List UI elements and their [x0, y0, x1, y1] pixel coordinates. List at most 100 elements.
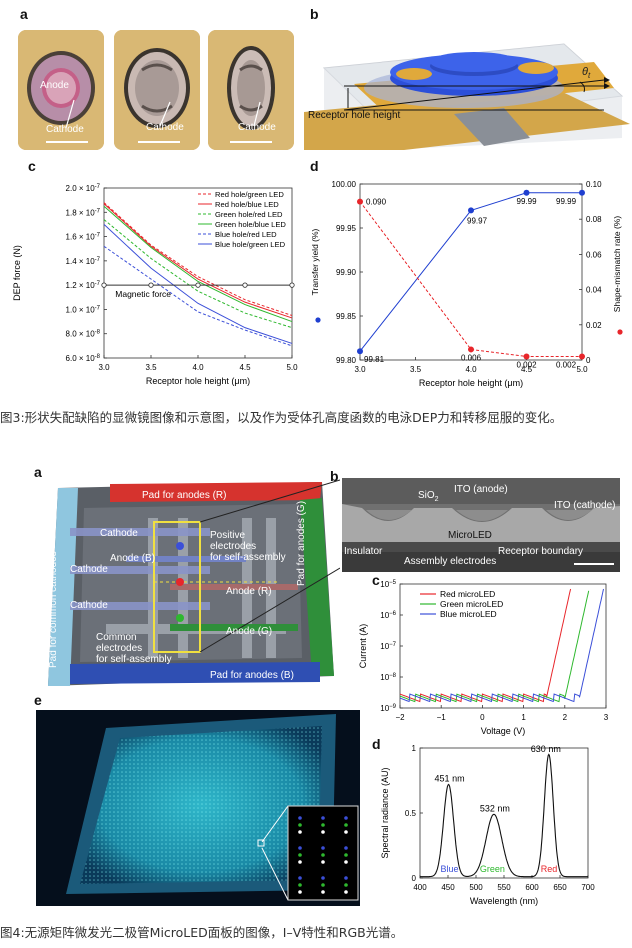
fig4c-y-tick-label-4: 10−9	[380, 704, 396, 713]
cathode-1: Cathode	[100, 528, 138, 539]
cathode-2: Cathode	[70, 564, 108, 575]
fig4-caption: 图4:无源矩阵微发光二极管MicroLED面板的图像，I–V特性和RGB光谱。	[0, 925, 404, 940]
fig3c-x-tick-label-1: 3.5	[145, 363, 157, 372]
fig3c-legend-label-3: Green hole/blue LED	[215, 220, 286, 229]
fig4c-x-tick-label-2: 0	[480, 713, 485, 722]
inset-pixel-blue	[298, 816, 302, 820]
fig3d-x-tick-label-3: 4.5	[521, 365, 533, 374]
fig3d-point-0-3	[579, 189, 585, 196]
fig3c-legend-label-1: Red hole/blue LED	[215, 200, 279, 209]
anode-r: Anode (R)	[226, 586, 272, 597]
cathode-label-3: Cathode	[238, 122, 276, 133]
fig3d-ylabel-marker	[315, 317, 321, 323]
fig3d-point-1-0	[357, 198, 363, 205]
fig3c-magnetic-point	[101, 282, 107, 288]
fig4d-x-tick-label-5: 650	[553, 883, 567, 892]
fig3c-legend-label-4: Blue hole/red LED	[215, 230, 277, 239]
fig3c-ylabel: DEP force (N)	[12, 245, 22, 301]
pixel-zoom-inset	[298, 816, 348, 894]
fig3c-y-tick-label-3: 1.2 × 10-7	[66, 281, 101, 290]
fig3d-x-tick-label-2: 4.0	[465, 365, 477, 374]
fig3c-y-tick-label-7: 2.0 × 10-7	[66, 184, 101, 193]
inset-pixel-blue	[298, 846, 302, 850]
fig3c-series-line-3	[103, 205, 293, 323]
inset-pixel-green	[321, 823, 325, 827]
fig3d-y2label: Shape-mismatch rate (%)	[612, 216, 622, 313]
fig3-panel-b-label: b	[310, 6, 319, 22]
fig3c-y-tick-label-5: 1.6 × 10-7	[66, 233, 101, 242]
inset-pixel-white	[344, 830, 348, 834]
fig3c-x-tick-label-2: 4.0	[192, 363, 204, 372]
fig3c-magnetic-point	[242, 282, 248, 288]
fig3d-data-label-1-3: 0.002	[556, 360, 577, 369]
micrograph-3: Cathode	[208, 30, 294, 150]
fig4c-x-tick-label-4: 2	[563, 713, 568, 722]
anode-label: Anode	[40, 80, 69, 91]
fig3c-xlabel: Receptor hole height (μm)	[146, 376, 250, 386]
fig4d-x-tick-label-3: 550	[497, 883, 511, 892]
fig3c-series-line-4	[103, 245, 293, 347]
pad-common-cathodes: Pad for common cathodes	[48, 551, 59, 668]
fig4d-y-tick-label-1: 0.5	[405, 809, 417, 818]
fig4d-x-tick-label-1: 450	[441, 883, 455, 892]
fig4d-color-label-1: Green	[480, 864, 505, 874]
fig3d-xlabel: Receptor hole height (μm)	[419, 378, 523, 388]
fig4-panel-photo	[36, 710, 360, 906]
fig3c-y-tick-label-1: 8.0 × 10-8	[66, 330, 101, 339]
inset-pixel-green	[321, 853, 325, 857]
fig3d-ylabel: Transfer yield (%)	[310, 228, 320, 295]
fig3d-series-line-1	[359, 201, 582, 357]
fig4d-ylabel: Spectral radiance (AU)	[380, 767, 390, 858]
fig3-panel-c-label: c	[28, 158, 36, 174]
fig4c-xlabel: Voltage (V)	[481, 726, 526, 736]
fig4c-series-line-2	[399, 588, 604, 703]
fig3d-y2-tick-label-0: 0	[586, 356, 591, 365]
common-electrodes-label: Common electrodes for self-assembly	[96, 632, 172, 665]
assembly-electrodes-label: Assembly electrodes	[404, 556, 497, 567]
ito-cathode-label: ITO (cathode)	[554, 500, 616, 511]
fig3d-y2label-marker	[617, 329, 623, 335]
fig3d-point-1-1	[468, 346, 474, 353]
fig3d-series-line-0	[359, 192, 582, 352]
fig3d-x-tick-label-4: 5.0	[576, 365, 588, 374]
inset-pixel-blue	[344, 876, 348, 880]
inset-pixel-green	[298, 883, 302, 887]
inset-pixel-blue	[321, 876, 325, 880]
fig3d-data-label-1-1: 0.006	[461, 353, 482, 362]
fig3d-point-1-2	[523, 353, 530, 360]
fig4c-y-tick-label-3: 10−8	[380, 673, 396, 682]
inset-pixel-white	[344, 890, 348, 894]
fig4d-peak-label-1: 532 nm	[480, 804, 510, 814]
fig3-panel-d-label: d	[310, 158, 319, 174]
fig3c-x-tick-label-0: 3.0	[98, 363, 110, 372]
fig3d-point-1-3	[579, 353, 585, 360]
fig4d-x-tick-label-6: 700	[581, 883, 595, 892]
fig3d-y2-tick-label-1: 0.02	[586, 321, 602, 330]
theta-symbol: θ	[582, 66, 588, 78]
fig4d-xlabel: Wavelength (nm)	[470, 896, 538, 906]
fig4c-ylabel: Current (A)	[358, 624, 368, 669]
fig3c-annotation: Magnetic force	[115, 289, 171, 299]
fig4-panel-d-label: d	[372, 736, 381, 752]
fig3c-legend-label-5: Blue hole/green LED	[215, 240, 286, 249]
fig3c-magnetic-point	[289, 282, 295, 288]
anode-g: Anode (G)	[226, 626, 273, 637]
sio2-label: SiO2	[418, 490, 439, 503]
inset-pixel-green	[344, 883, 348, 887]
theta-subscript: t	[587, 71, 591, 81]
inset-pixel-green	[321, 883, 325, 887]
anode-b: Anode (B)	[110, 553, 156, 564]
fig3c-series-line-0	[103, 202, 293, 316]
fig3-caption: 图3:形状失配缺陷的显微镜图像和示意图，以及作为受体孔高度函数的电泳DEP力和转…	[0, 410, 563, 425]
inset-pixel-blue	[344, 846, 348, 850]
fig3-schematic: θt Receptor hole height	[304, 26, 630, 152]
fig3d-y2-tick-label-3: 0.06	[586, 250, 602, 259]
inset-pixel-white	[321, 830, 325, 834]
fig4c-series-line-0	[399, 588, 572, 703]
fig3c-chart: 6.0 × 10-8 8.0 × 10-8 1.0 × 10-7 1.2 × 10-7…	[12, 184, 298, 386]
fig3d-data-label-0-2: 99.99	[517, 197, 538, 206]
inset-pixel-blue	[298, 876, 302, 880]
fig3d-point-0-2	[523, 189, 530, 196]
fig4c-chart: 10−5 10−6 10−7 10−8 10−9−2 −1 0 1 2 3 Voltage (V) C…	[358, 580, 609, 736]
fig3d-y-tick-label-4: 100.00	[332, 180, 357, 189]
